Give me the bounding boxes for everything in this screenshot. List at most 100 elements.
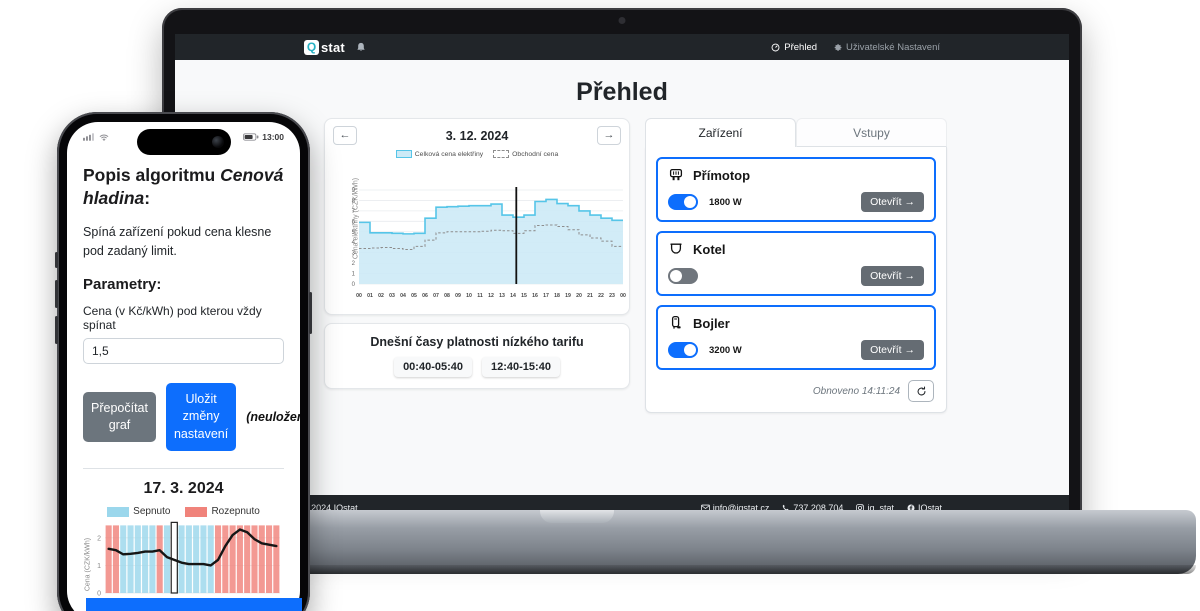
phone-screen: 13:00 Popis algoritmu Cenová hladina: Sp… — [67, 122, 300, 611]
phone-volume-up-button — [55, 280, 58, 308]
device-power: 1800 W — [709, 196, 742, 208]
device-card-kotel: Kotel Otevřít → — [656, 231, 936, 296]
prev-day-button[interactable]: ← — [333, 126, 357, 145]
contact-label: 737 208 704 — [793, 502, 844, 513]
contact-facebook[interactable]: IQstat — [907, 503, 942, 513]
phone-icon — [783, 504, 790, 511]
phone-chart-date: 17. 3. 2024 — [143, 480, 224, 498]
top-navbar: Q stat Přehled Uživatelské Nastave — [175, 34, 1069, 60]
laptop-base-notch — [540, 510, 614, 523]
phone-power-button — [309, 292, 312, 334]
nav-item-prehled[interactable]: Přehled — [771, 42, 817, 53]
chart-date: 3. 12. 2024 — [445, 128, 509, 143]
signal-bars-icon — [83, 133, 94, 141]
kettle-icon — [670, 243, 682, 254]
svg-text:12: 12 — [488, 293, 494, 299]
svg-text:10: 10 — [466, 293, 472, 299]
rozepnuto-swatch — [185, 506, 208, 517]
svg-text:3: 3 — [352, 251, 356, 257]
wifi-icon — [99, 134, 109, 141]
svg-text:21: 21 — [587, 293, 593, 299]
svg-text:14: 14 — [510, 293, 516, 299]
device-power: 3200 W — [709, 344, 742, 356]
price-limit-input[interactable] — [83, 337, 284, 364]
legend-label-market: Obchodní cena — [512, 150, 559, 158]
device-card-primotop: Přímotop 1800 W Otevřít → — [656, 157, 936, 222]
open-device-button[interactable]: Otevřít → — [861, 266, 924, 286]
save-settings-button[interactable]: Uložit změny nastavení — [165, 382, 237, 452]
svg-text:18: 18 — [554, 293, 560, 299]
laptop-screen: Q stat Přehled Uživatelské Nastave — [175, 34, 1069, 520]
status-time: 13:00 — [262, 132, 284, 142]
svg-text:9: 9 — [352, 188, 356, 194]
devices-tabs: Zařízení Vstupy — [645, 118, 947, 147]
open-device-button[interactable]: Otevřít → — [861, 340, 924, 360]
refresh-button[interactable] — [908, 380, 934, 402]
device-toggle[interactable] — [668, 194, 698, 210]
nav-label: Uživatelské Nastavení — [846, 41, 940, 53]
svg-text:00: 00 — [356, 293, 362, 299]
phone-status-bar: 13:00 — [83, 131, 284, 143]
svg-text:6: 6 — [352, 219, 356, 225]
svg-text:19: 19 — [565, 293, 571, 299]
svg-text:2: 2 — [97, 535, 101, 542]
legend-label-sepnuto: Sepnuto — [133, 506, 171, 518]
brand-q-icon: Q — [304, 39, 319, 55]
svg-text:0: 0 — [352, 282, 356, 288]
contact-phone[interactable]: 737 208 704 — [782, 503, 843, 513]
price-chart-card: ← 3. 12. 2024 → Celková cena elektřiny — [324, 118, 630, 315]
open-device-button[interactable]: Otevřít → — [861, 192, 924, 212]
laptop-camera-dot — [618, 17, 626, 24]
svg-text:2: 2 — [352, 261, 356, 267]
device-name: Přímotop — [693, 167, 751, 183]
main-chart-legend: Celková cena elektřiny Obchodní cena — [325, 150, 629, 158]
phone-volume-down-button — [55, 316, 58, 344]
nav-item-uzivatelske-nastaveni[interactable]: Uživatelské Nastavení — [833, 42, 940, 53]
dynamic-island — [136, 129, 231, 155]
market-price-swatch — [493, 150, 510, 158]
phone-mute-switch — [55, 252, 58, 268]
low-tariff-title: Dnešní časy platnosti nízkého tarifu — [370, 335, 584, 349]
device-name: Kotel — [693, 241, 726, 257]
legend-label-rozepnuto: Rozepnuto — [211, 506, 260, 518]
refreshed-timestamp: Obnoveno 14:11:24 — [812, 385, 900, 397]
tab-zarizeni[interactable]: Zařízení — [645, 118, 796, 147]
heater-icon — [669, 168, 683, 181]
device-toggle[interactable] — [668, 342, 698, 358]
svg-text:06: 06 — [422, 293, 428, 299]
svg-text:01: 01 — [367, 293, 373, 299]
divider — [83, 468, 284, 470]
next-day-button[interactable]: → — [597, 126, 621, 145]
laptop-base — [288, 510, 1196, 574]
contact-label: iq_stat — [867, 502, 894, 513]
phone-mockup: 13:00 Popis algoritmu Cenová hladina: Sp… — [55, 112, 312, 611]
refresh-icon — [917, 385, 925, 395]
price-limit-label: Cena (v Kč/kWh) pod kterou vždy spínat — [83, 303, 262, 332]
device-card-bojler: Bojler 3200 W Otevřít → — [656, 305, 936, 370]
tariff-time-chip: 00:40-05:40 — [394, 357, 472, 377]
svg-text:20: 20 — [576, 293, 582, 299]
tariff-time-chip: 12:40-15:40 — [482, 357, 560, 377]
svg-text:0: 0 — [97, 591, 101, 598]
recalculate-chart-button[interactable]: Přepočítat graf — [83, 392, 156, 442]
svg-text:7: 7 — [352, 209, 356, 215]
svg-text:5: 5 — [352, 230, 356, 236]
tab-vstupy[interactable]: Vstupy — [796, 118, 947, 147]
svg-text:22: 22 — [598, 293, 604, 299]
parameters-title: Parametry: — [83, 275, 162, 293]
contact-label: IQstat — [917, 502, 942, 513]
total-price-swatch — [395, 150, 412, 158]
low-tariff-card: Dnešní časy platnosti nízkého tarifu 00:… — [324, 323, 630, 389]
svg-text:00: 00 — [620, 293, 626, 299]
nav-label: Přehled — [784, 41, 818, 53]
svg-text:05: 05 — [411, 293, 417, 299]
copyright-text: © 2024 IQstat — [302, 502, 358, 513]
svg-text:4: 4 — [352, 240, 356, 246]
device-toggle[interactable] — [668, 268, 698, 284]
boiler-icon — [671, 315, 681, 329]
brand-logo[interactable]: Q stat — [304, 39, 345, 55]
svg-text:11: 11 — [477, 293, 483, 299]
speedometer-icon — [771, 43, 780, 51]
bell-icon[interactable] — [356, 42, 366, 53]
